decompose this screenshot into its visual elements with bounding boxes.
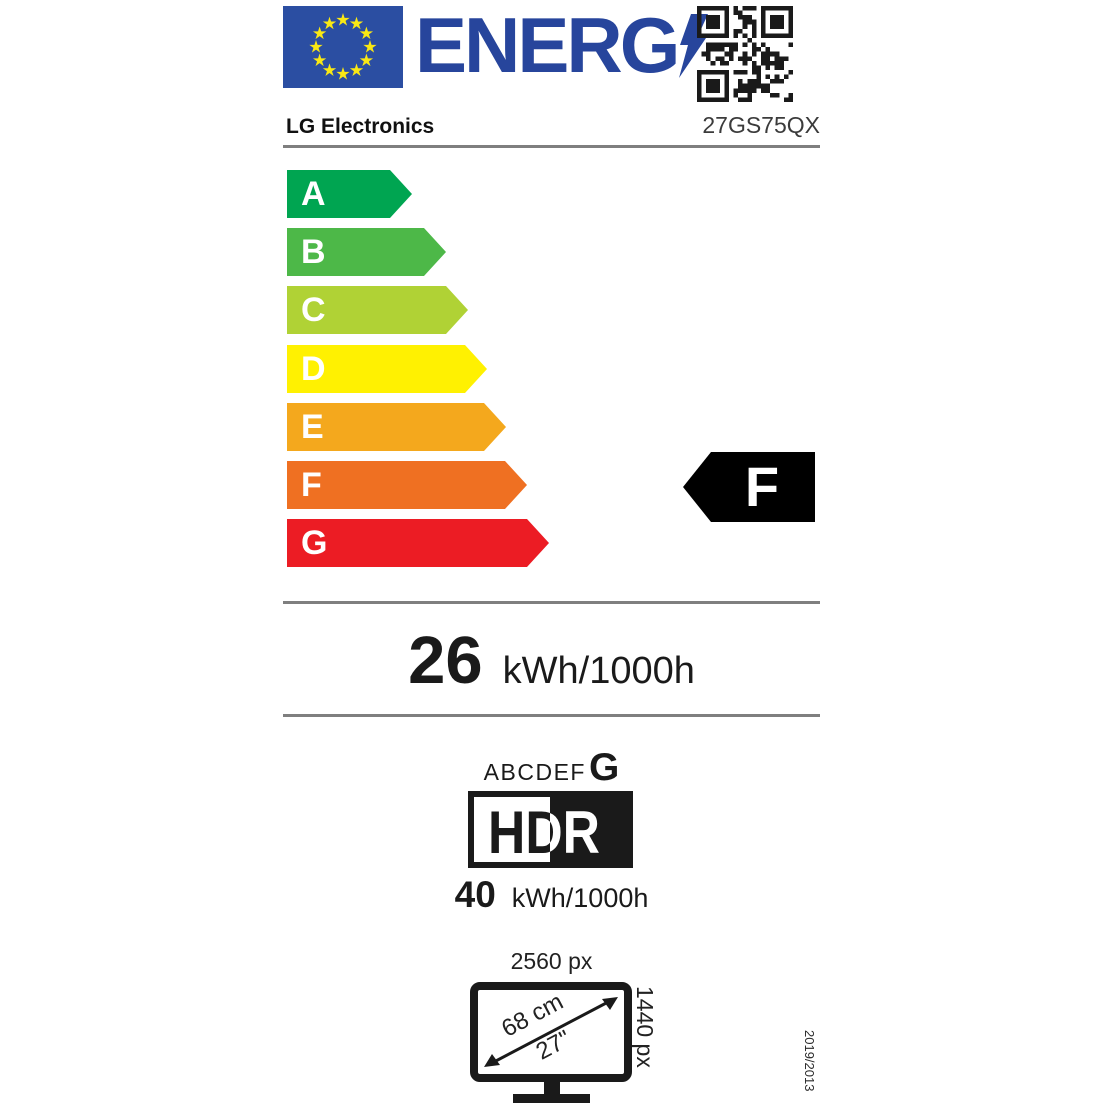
rating-arrow: F <box>683 452 815 522</box>
model-identifier: 27GS75QX <box>702 112 820 138</box>
energy-consumption-value: 26 <box>408 623 483 698</box>
grade-arrow-f: F <box>287 461 527 509</box>
hdr-rating-letter: G <box>588 746 620 789</box>
monitor-stand-base <box>513 1094 590 1103</box>
eu-flag-stars <box>309 13 377 80</box>
eu-flag <box>283 6 403 88</box>
divider-line <box>283 714 820 717</box>
lightning-bolt-icon <box>679 14 708 78</box>
grade-letter: E <box>301 408 324 446</box>
supplier-row: LG Electronics 27GS75QX <box>286 112 820 139</box>
grade-letter: G <box>301 524 328 562</box>
monitor-pictogram: 68 cm 27" <box>470 982 632 1103</box>
grade-arrow-d: D <box>287 345 487 393</box>
grade-letter: F <box>301 466 322 504</box>
grade-letter: A <box>301 175 326 213</box>
hdr-logo-text-right: HDR <box>488 799 600 866</box>
hdr-scale-letters: ABCDEF <box>483 759 586 785</box>
hdr-scale-row: ABCDEF G <box>283 746 820 790</box>
divider-line <box>283 601 820 604</box>
hdr-logo-text-left: HDR <box>488 799 600 866</box>
rating-letter: F <box>744 455 780 518</box>
energy-logo-text: ENERG <box>415 1 680 89</box>
regulation-number: 2019/2013 <box>802 1030 817 1092</box>
hdr-logo: HDR HDR <box>468 791 633 868</box>
grade-letter: C <box>301 291 326 329</box>
grade-letter: B <box>301 233 326 271</box>
grade-arrow-a: A <box>287 170 412 218</box>
hdr-energy-value: 40 <box>454 874 496 915</box>
hdr-energy-unit: kWh/1000h <box>511 883 649 913</box>
grade-arrow-e: E <box>287 403 506 451</box>
divider-line <box>283 145 820 148</box>
diagonal-arrow <box>484 997 618 1067</box>
qr-code <box>697 6 793 102</box>
hdr-energy-consumption: 40 kWh/1000h <box>283 874 820 916</box>
grade-arrow-g: G <box>287 519 549 567</box>
horizontal-pixels-label: 2560 px <box>510 948 593 974</box>
grade-arrow-b: B <box>287 228 446 276</box>
monitor-stand-neck <box>544 1082 560 1095</box>
supplier-name: LG Electronics <box>286 115 435 138</box>
grade-letter: D <box>301 350 326 388</box>
energy-consumption-unit: kWh/1000h <box>502 650 695 692</box>
energy-consumption: 26 kWh/1000h <box>283 622 820 699</box>
grade-arrow-c: C <box>287 286 468 334</box>
vertical-pixels-label: 1440 px <box>632 986 658 1068</box>
